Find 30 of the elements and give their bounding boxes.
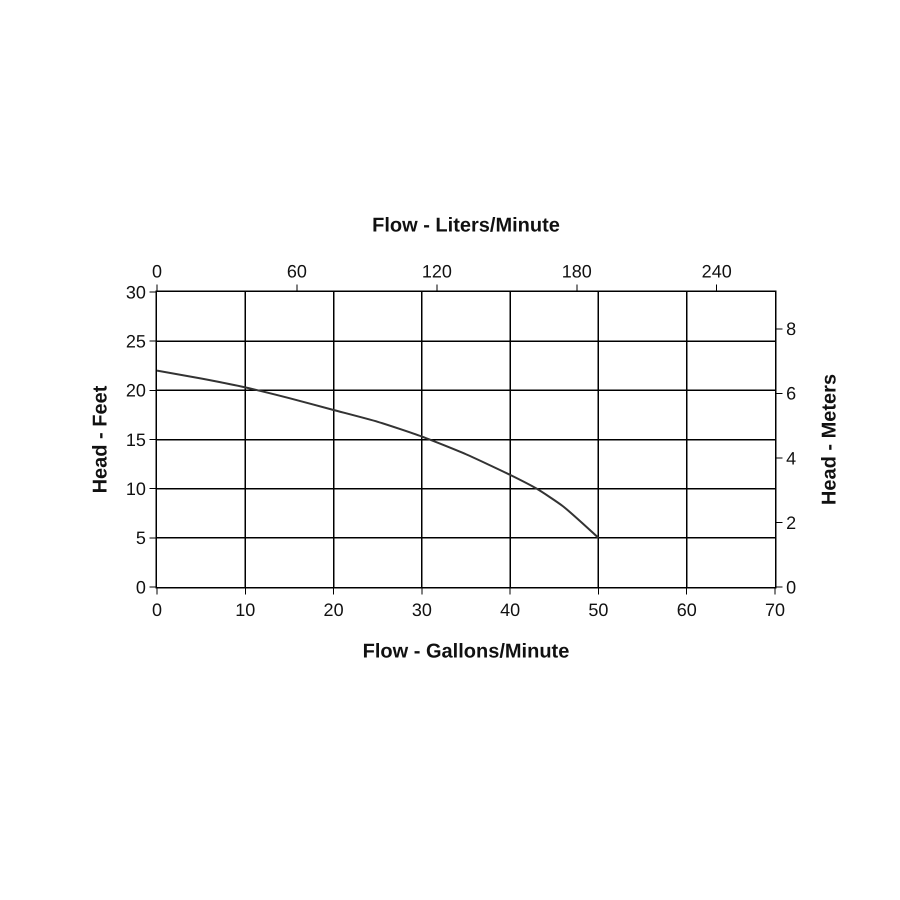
x2-tick-label: 0 (152, 261, 162, 282)
x2-tick-label: 60 (286, 261, 307, 282)
x-tick-label: 60 (676, 600, 697, 620)
y2-tick-label: 8 (786, 319, 796, 340)
x-tick-label: 10 (235, 600, 256, 620)
x-tick-label: 30 (412, 600, 432, 620)
y-axis-title: Head - Feet (90, 385, 112, 494)
y-tick-label: 0 (136, 577, 146, 598)
y-tick-label: 5 (136, 528, 146, 548)
y2-tick-label: 6 (786, 384, 796, 404)
y2-axis-title: Head - Meters (818, 374, 840, 506)
x-tick-label: 40 (500, 600, 520, 620)
y-tick-label: 30 (126, 282, 146, 302)
y-tick-label: 15 (126, 430, 146, 450)
x-axis-title: Flow - Gallons/Minute (362, 640, 570, 662)
y-tick-label: 20 (126, 380, 146, 401)
y-tick-label: 10 (126, 478, 146, 499)
y2-tick-label: 4 (786, 448, 796, 468)
x2-tick-label: 240 (702, 261, 732, 282)
y2-tick-label: 0 (786, 577, 796, 598)
y-tick-label: 25 (126, 331, 146, 352)
x-tick-label: 70 (764, 600, 786, 620)
x-tick-label: 0 (152, 600, 162, 620)
y2-tick-label: 2 (786, 512, 796, 533)
x-tick-label: 50 (588, 600, 608, 620)
x2-tick-label: 180 (562, 261, 592, 282)
x2-axis-title: Flow - Liters/Minute (372, 214, 560, 236)
line-series (157, 370, 600, 539)
x2-tick-label: 120 (422, 261, 452, 282)
x-tick-label: 20 (324, 600, 344, 620)
